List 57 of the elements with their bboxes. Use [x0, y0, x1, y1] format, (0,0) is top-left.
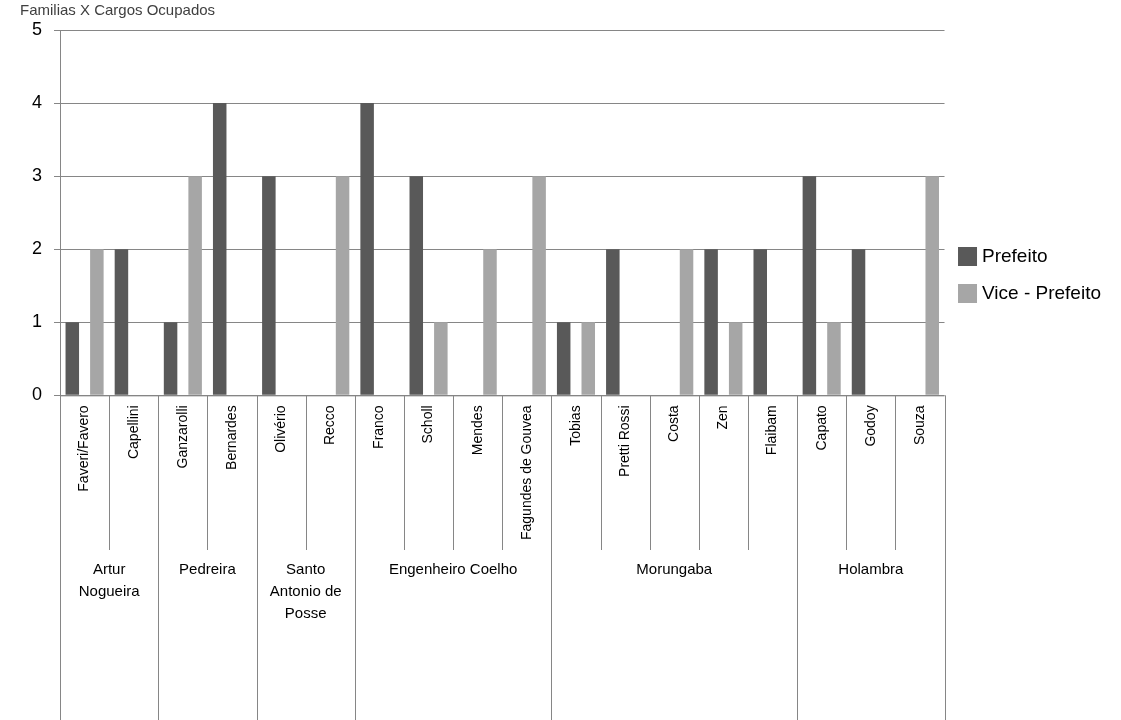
bar — [925, 176, 939, 395]
bar — [753, 249, 767, 395]
x-tick-label: Faveri/Favero — [75, 405, 92, 492]
bar — [434, 322, 448, 395]
bar — [556, 322, 571, 395]
text: Holambra — [838, 559, 904, 577]
x-tick-label: Flaibam — [763, 405, 780, 456]
text: Morungaba — [636, 559, 713, 577]
x-tick-label: Bernardes — [222, 405, 239, 470]
x-tick-label: Mendes — [468, 405, 485, 456]
bar — [409, 176, 424, 395]
bar — [114, 249, 129, 395]
bar — [483, 249, 497, 395]
text: Pedreira — [179, 559, 237, 577]
legend-label: Prefeito — [982, 244, 1048, 266]
x-tick-label: Souza — [910, 405, 927, 446]
x-tick-label: Fagundes de Gouvea — [517, 405, 534, 540]
text: Santo Antonio de Posse — [269, 559, 342, 621]
bar — [335, 176, 350, 395]
x-tick-label: Olivério — [272, 405, 288, 453]
y-tick-label: 4 — [32, 92, 43, 113]
y-tick-label: 3 — [32, 165, 43, 186]
x-tick-label: Capellini — [124, 405, 141, 460]
bar — [802, 176, 817, 395]
x-tick-label: Zen — [714, 405, 731, 430]
bar — [851, 249, 866, 395]
bar — [90, 249, 104, 395]
chart-title: Familias X Cargos Ocupados — [20, 1, 216, 19]
bar — [728, 322, 743, 395]
bar — [532, 176, 546, 395]
bar — [606, 249, 620, 395]
legend-label: Vice - Prefeito — [982, 281, 1101, 303]
y-tick-label: 0 — [32, 384, 43, 405]
bar — [65, 322, 80, 395]
x-tick-label: Godoy — [861, 405, 878, 447]
bar — [262, 176, 276, 395]
text: Artur Nogueira — [78, 559, 141, 599]
x-tick-label: Ganzarolli — [173, 405, 190, 469]
bar — [163, 322, 178, 395]
bar — [188, 176, 202, 395]
bar — [827, 322, 841, 395]
bar — [360, 103, 374, 395]
x-tick-label: Capato — [812, 405, 829, 451]
x-tick-label: Franco — [370, 405, 387, 449]
x-tick-label: Costa — [665, 405, 682, 442]
x-tick-label: Scholl — [419, 405, 436, 444]
x-tick-label: Pretti Rossi — [615, 405, 632, 477]
y-tick-label: 1 — [32, 311, 43, 332]
bar — [704, 249, 718, 395]
text: Engenheiro Coelho — [388, 559, 518, 577]
y-tick-label: 5 — [32, 18, 43, 39]
x-tick-label: Recco — [321, 405, 338, 446]
bar — [679, 249, 694, 395]
x-tick-label: Tobias — [566, 405, 583, 446]
y-tick-label: 2 — [32, 238, 43, 259]
bar — [212, 103, 227, 395]
bar — [581, 322, 596, 395]
